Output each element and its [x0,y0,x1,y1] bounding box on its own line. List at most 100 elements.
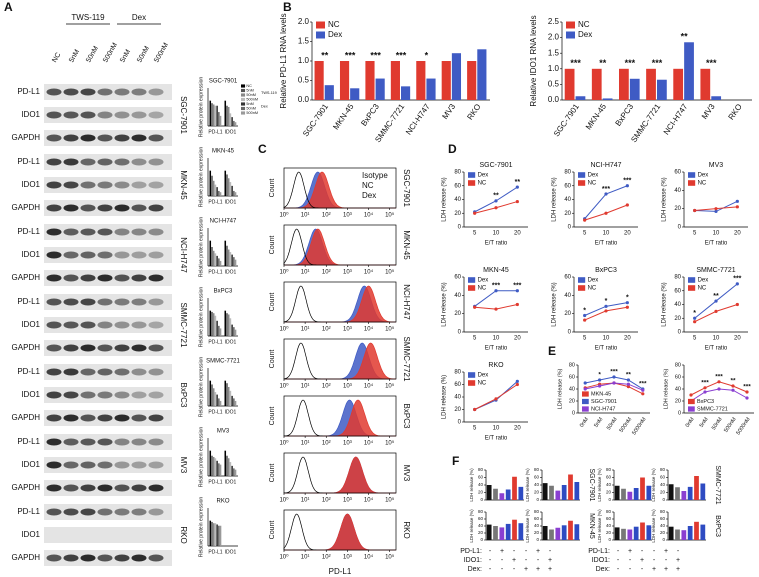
y-tick-label: 0 [568,330,572,336]
y-tick-label: 0 [480,497,483,502]
flow-ylabel: Count [269,464,276,483]
x-tick-label: 5 [583,231,587,237]
y-tick-label: 20 [478,490,484,495]
lane-label: 5nM [119,48,132,63]
legend-entry: NC [698,181,707,187]
y-tick-label: 0.0 [548,95,560,104]
bar [209,450,212,476]
blot-band [114,274,130,282]
bar [216,187,218,196]
bar [234,400,237,406]
legend-swatch [688,172,696,178]
bar [226,383,228,406]
bar [218,325,220,336]
x-tick-label: MV3 [700,102,717,121]
y-tick-label: 20 [660,490,666,495]
x-tick-label: 10 [713,336,720,342]
blot-band [46,134,62,142]
blot-band [63,181,79,189]
y-tick-label: 80 [675,362,681,368]
bar [234,122,237,126]
blot-band [148,484,164,492]
point [515,199,519,204]
significance-label: *** [396,50,407,60]
flow-histogram [284,228,396,266]
significance-label: *** [492,283,500,290]
y-tick-label: 80 [534,509,540,514]
significance-label: ** [515,179,521,186]
x-tick-label: PD-L1 [208,269,222,275]
y-tick-label: 40 [675,386,681,392]
y-tick-label: 20 [569,398,575,404]
bar [224,310,227,336]
blot-band [63,344,79,352]
bar [209,100,212,126]
blot-band [80,88,96,96]
x-tick-label: 50nM [711,416,724,431]
bar [218,112,220,126]
protein-label: PD-L1 [17,437,40,446]
x-tick-label: 10¹ [301,441,310,447]
bar [602,98,613,100]
bar [512,476,517,500]
point [515,302,519,307]
x-tick-label: IDO1 [225,479,237,485]
y-tick-label: 40 [454,293,461,299]
point [604,192,608,196]
bar [211,103,213,126]
lane-label: 500nM [102,42,119,64]
matrix-mark: + [500,548,504,555]
legend-swatch [578,172,586,178]
x-tick-label: 10⁰ [279,440,289,447]
point [641,388,645,392]
blot-band [97,461,113,469]
x-tick-label: 10¹ [301,327,310,333]
y-tick-label: 0 [458,420,462,426]
matrix-row-label: PD-L1: [588,548,610,555]
x-axis-label: E/T ratio [485,436,508,442]
x-tick-label: 10⁵ [385,212,395,219]
blot-band [114,368,130,376]
bar [234,259,237,266]
flow-histogram [283,399,396,437]
bar [542,526,548,540]
point [703,390,707,394]
bar [231,254,233,266]
cell-line-label: MV3 [179,457,188,474]
y-tick-label: 0 [480,537,483,542]
protein-label: GAPDH [12,483,41,492]
blot-band [131,158,147,166]
x-tick-label: 10 [493,336,500,342]
x-tick-label: IDO1 [225,129,237,135]
chart-title: BxPC3 [595,267,617,274]
bar [214,523,217,546]
y-axis-label: LDH release (%) [469,509,474,543]
legend-swatch [241,102,246,106]
legend-swatch [578,277,586,283]
point [745,390,749,394]
legend-swatch [688,406,695,412]
chart-title: MKN-45 [212,149,235,155]
matrix-row-label: Dex: [596,566,610,573]
chart-title: MV3 [709,162,724,169]
legend-entry: Dex [578,30,592,39]
blot-band [131,554,147,562]
cell-line-label: NCI-H747 [179,237,188,273]
y-axis-label: LDH release (%) [557,369,563,410]
bar [549,485,554,500]
point [598,378,602,382]
blot-band [80,134,96,142]
blot-band [80,554,96,562]
point [473,407,477,412]
flow-ylabel: Count [269,407,276,426]
y-tick-label: 0 [458,330,462,336]
bar [233,327,235,336]
legend-swatch [688,285,696,291]
y-axis-label: Relative protein expression [198,497,204,558]
bar [451,53,462,100]
x-tick-label: 10⁴ [364,212,374,219]
x-tick-label: 10⁴ [364,326,374,333]
x-tick-label: 50nM [606,416,619,431]
blot-band [46,554,62,562]
blot-band [114,181,130,189]
